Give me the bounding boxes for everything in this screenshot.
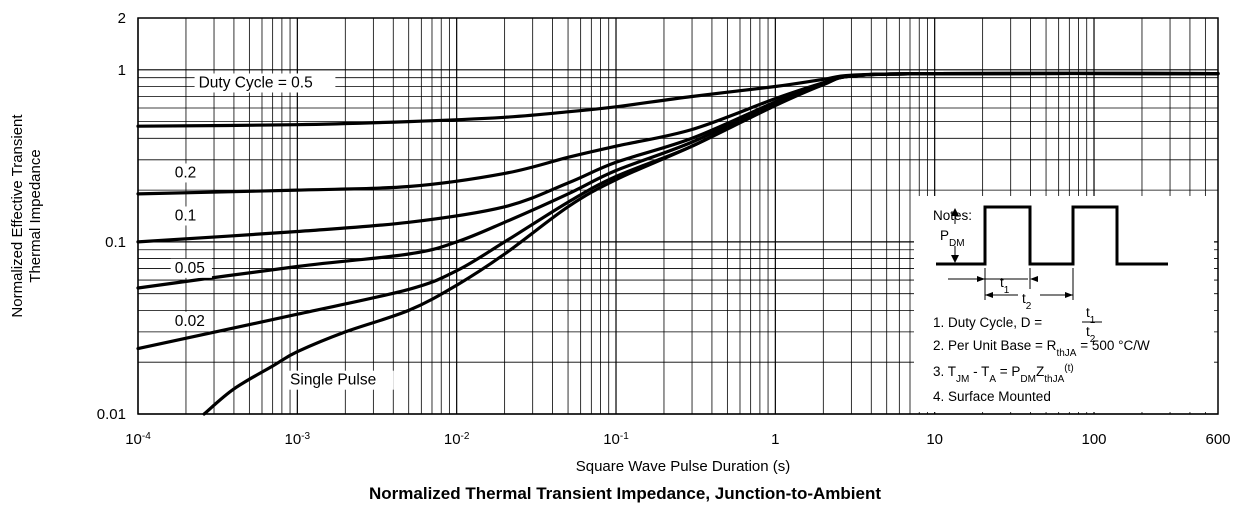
x-axis-label: Square Wave Pulse Duration (s)	[576, 458, 791, 475]
y-axis-label-line1: Normalized Effective Transient	[9, 114, 26, 318]
curve-label-6: Single Pulse	[290, 372, 376, 389]
y-tick-label-4: 2	[118, 10, 126, 27]
note-1-denominator: t2	[1086, 324, 1096, 345]
x-tick-label-5: 1	[771, 431, 779, 448]
x-tick-label-1: 10-4	[125, 431, 151, 449]
curve-label-5: 0.02	[175, 313, 205, 330]
y-tick-label-1: 0.01	[97, 406, 126, 423]
t2-arrow-right-icon	[1065, 292, 1073, 298]
x-tick-label-8: 600	[1205, 431, 1230, 448]
series-line-6	[202, 71, 1220, 416]
t2-label-bg	[1018, 289, 1040, 307]
curve-label-3: 0.1	[175, 207, 197, 224]
notes-box: Notes: PDM t1 t2 1. Duty Cycle, D = t1 t…	[914, 196, 1214, 412]
t2-arrow-left-icon	[985, 292, 993, 298]
plot-frame	[137, 17, 1219, 415]
x-tick-label-6: 10	[926, 431, 943, 448]
curve-label-bg	[194, 73, 336, 93]
pdm-label-bg	[938, 224, 972, 246]
t1-arrow-right-icon	[977, 276, 985, 282]
chart-title: Normalized Thermal Transient Impedance, …	[369, 484, 881, 503]
pdm-label: PDM	[940, 228, 965, 249]
x-tick-labels: 10-4 10-3 10-2 10-1 1 10 100 600	[125, 431, 1230, 449]
x-tick-label-3: 10-2	[444, 431, 470, 449]
note-3: 3. TJM - TA = PDMZthJA(t)	[933, 363, 1074, 385]
pdm-arrow-down-icon	[951, 255, 959, 263]
note-4: 4. Surface Mounted	[933, 389, 1051, 404]
x-tick-label-2: 10-3	[285, 431, 311, 449]
curve-label-bg	[170, 258, 212, 278]
y-axis-label-line2: Thermal Impedance	[27, 149, 44, 282]
t2-label: t2	[1022, 291, 1032, 312]
curve-label-1: Duty Cycle = 0.5	[199, 74, 313, 91]
x-tick-label-7: 100	[1081, 431, 1106, 448]
curve-label-2: 0.2	[175, 164, 197, 181]
curve-label-bg	[170, 163, 204, 183]
t1-label: t1	[1000, 275, 1010, 296]
curve-label-bg	[170, 311, 212, 331]
y-tick-label-2: 0.1	[105, 234, 126, 251]
x-tick-label-4: 10-1	[603, 431, 629, 449]
y-tick-label-3: 1	[118, 62, 126, 79]
pdm-arrow-up-icon	[951, 208, 959, 216]
curve-label-bg	[170, 206, 204, 226]
curve-label-4: 0.05	[175, 260, 205, 277]
curve-labels: Duty Cycle = 0.5 0.2 0.1 0.05 0.02 Single Pul…	[170, 73, 394, 390]
y-tick-labels: 0.01 0.1 1 2	[97, 10, 126, 423]
t1-arrow-left-icon	[1030, 276, 1038, 282]
note-1: 1. Duty Cycle, D =	[933, 315, 1042, 330]
pulse-waveform	[936, 205, 1168, 266]
curve-label-bg	[286, 370, 394, 390]
note-1-numerator: t1	[1086, 305, 1096, 326]
note-2: 2. Per Unit Base = RthJA = 500 °C/W	[933, 338, 1150, 359]
series-lines	[136, 71, 1220, 416]
